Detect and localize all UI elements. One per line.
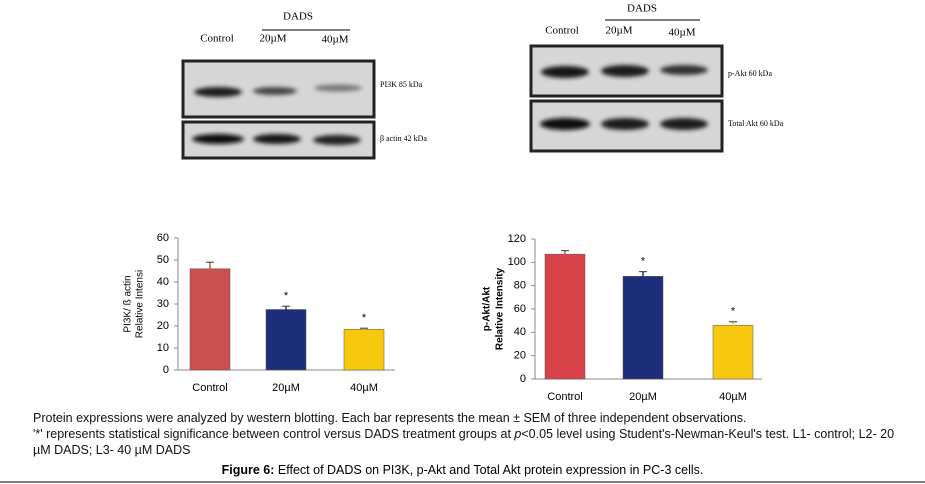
y-tick-label: 40	[514, 326, 526, 338]
lane-label: 20µM	[259, 33, 286, 45]
blot-header: DADS	[283, 11, 313, 23]
y-tick-label: 60	[514, 303, 526, 315]
y-tick-label: 20	[157, 320, 169, 332]
x-tick-label: 20µM	[272, 382, 300, 394]
bar	[343, 329, 385, 371]
bands	[194, 84, 362, 97]
significance-marker: *	[284, 290, 289, 302]
band-label: Total Akt 60 kDa	[728, 119, 784, 128]
x-tick-label: 40µM	[350, 382, 378, 394]
y-tick-label: 0	[520, 373, 526, 385]
y-tick-label: 40	[157, 276, 169, 288]
x-tick-label: Control	[192, 382, 227, 394]
figure-title-text: Effect of DADS on PI3K, p-Akt and Total …	[274, 463, 704, 477]
x-tick-label: 20µM	[629, 391, 657, 403]
caption: Protein expressions were analyzed by wes…	[33, 410, 913, 458]
band-label: PI3K 85 kDa	[380, 80, 423, 89]
y-tick-label: 60	[157, 232, 169, 244]
lane-label: Control	[200, 33, 234, 45]
y-axis-label: Relative Intensity	[495, 267, 506, 350]
band-label: p-Akt 60 kDa	[728, 69, 772, 78]
caption-line: Protein expressions were analyzed by wes…	[33, 411, 747, 425]
bar	[544, 253, 586, 380]
y-axis-label: p-Akt/Akt	[482, 286, 493, 331]
bands	[541, 65, 708, 78]
bands	[540, 118, 708, 130]
band-label: β actin 42 kDa	[380, 134, 427, 143]
lane-label: 20µM	[605, 25, 632, 37]
y-tick-label: 50	[157, 254, 169, 266]
caption-text: <0.05 level using Student's-Newman-Keul'…	[33, 427, 895, 457]
bar	[265, 309, 307, 371]
y-tick-label: 100	[508, 256, 526, 268]
bar	[189, 268, 231, 371]
y-tick-label: 20	[514, 350, 526, 362]
y-tick-label: 10	[157, 342, 169, 354]
y-tick-label: 30	[157, 298, 169, 310]
lane-label: Control	[545, 25, 579, 37]
bands	[192, 134, 361, 145]
significance-marker: *	[641, 256, 646, 268]
caption-line: '*' represents statistical significance …	[33, 426, 913, 458]
y-tick-label: 80	[514, 280, 526, 292]
blot-header: DADS	[627, 3, 657, 15]
caption-text: p	[514, 427, 522, 441]
y-tick-label: 0	[163, 364, 169, 376]
y-axis-label: Relative Intensi	[135, 270, 146, 338]
x-tick-label: Control	[547, 391, 582, 403]
y-axis-label: PI3K/ ß actin	[123, 275, 134, 332]
significance-marker: *	[731, 306, 736, 318]
significance-marker: *	[362, 312, 367, 324]
figure-label: Figure 6:	[221, 463, 275, 477]
lane-label: 40µM	[321, 34, 348, 46]
y-tick-label: 120	[508, 233, 526, 245]
bar	[712, 325, 754, 380]
figure-title: Figure 6: Effect of DADS on PI3K, p-Akt …	[0, 463, 925, 477]
x-tick-label: 40µM	[719, 391, 747, 403]
bar	[622, 276, 664, 380]
lane-label: 40µM	[668, 27, 695, 39]
caption-text: '*' represents statistical significance …	[33, 427, 515, 441]
